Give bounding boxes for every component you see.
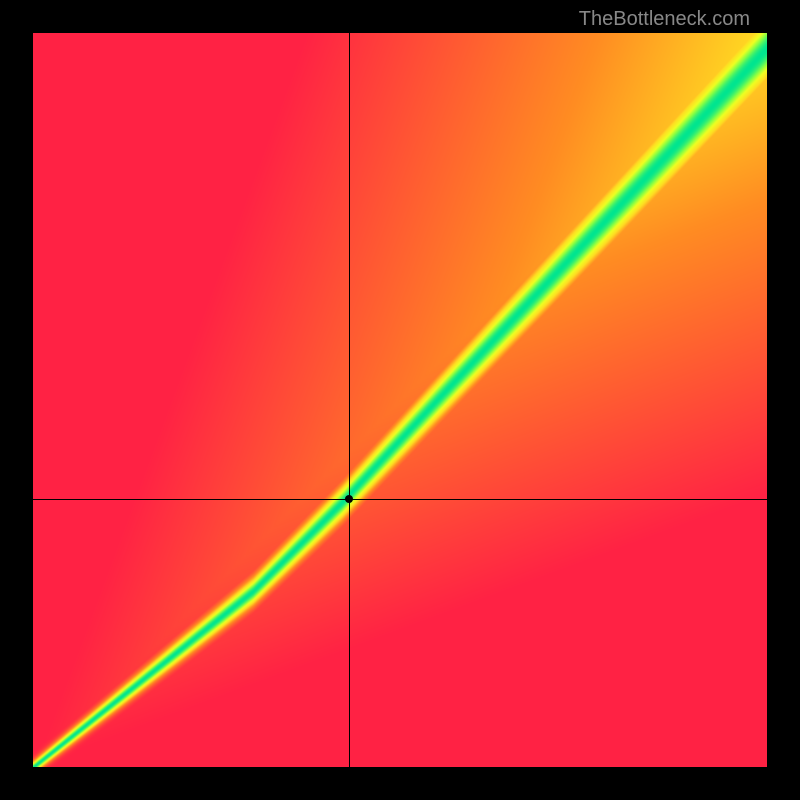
crosshair-marker (345, 495, 353, 503)
crosshair-vertical (349, 33, 350, 767)
watermark-text: TheBottleneck.com (579, 8, 750, 31)
heatmap-plot (33, 33, 767, 767)
heatmap-canvas (33, 33, 767, 767)
crosshair-horizontal (33, 499, 767, 500)
